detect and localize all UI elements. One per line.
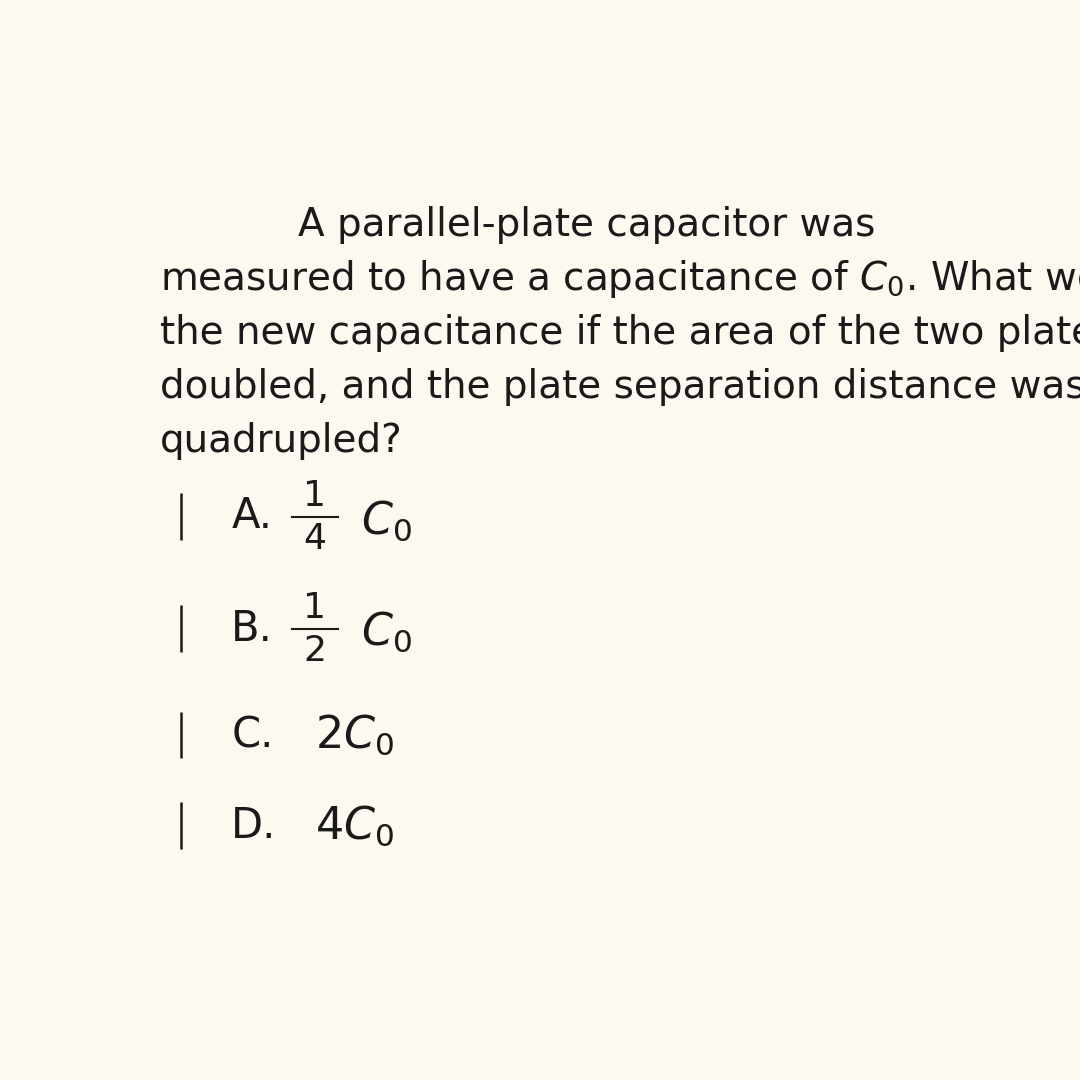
Text: C.: C. xyxy=(231,714,273,756)
Text: doubled, and the plate separation distance was: doubled, and the plate separation distan… xyxy=(160,368,1080,406)
Text: 4: 4 xyxy=(303,522,326,556)
Text: A parallel-plate capacitor was: A parallel-plate capacitor was xyxy=(298,206,876,244)
Text: B.: B. xyxy=(231,608,273,649)
Text: 2: 2 xyxy=(303,634,326,669)
Text: measured to have a capacitance of $C_0$. What would be: measured to have a capacitance of $C_0$.… xyxy=(160,258,1080,300)
Text: A.: A. xyxy=(231,496,272,537)
Text: the new capacitance if the area of the two plates was: the new capacitance if the area of the t… xyxy=(160,314,1080,352)
Text: $4C_0$: $4C_0$ xyxy=(315,804,394,848)
Text: D.: D. xyxy=(231,805,276,847)
Text: quadrupled?: quadrupled? xyxy=(160,422,403,460)
Text: $2C_0$: $2C_0$ xyxy=(315,713,394,757)
Text: $C_0$: $C_0$ xyxy=(361,609,411,654)
Text: $C_0$: $C_0$ xyxy=(361,498,411,543)
Text: 1: 1 xyxy=(303,478,326,513)
Text: 1: 1 xyxy=(303,591,326,624)
